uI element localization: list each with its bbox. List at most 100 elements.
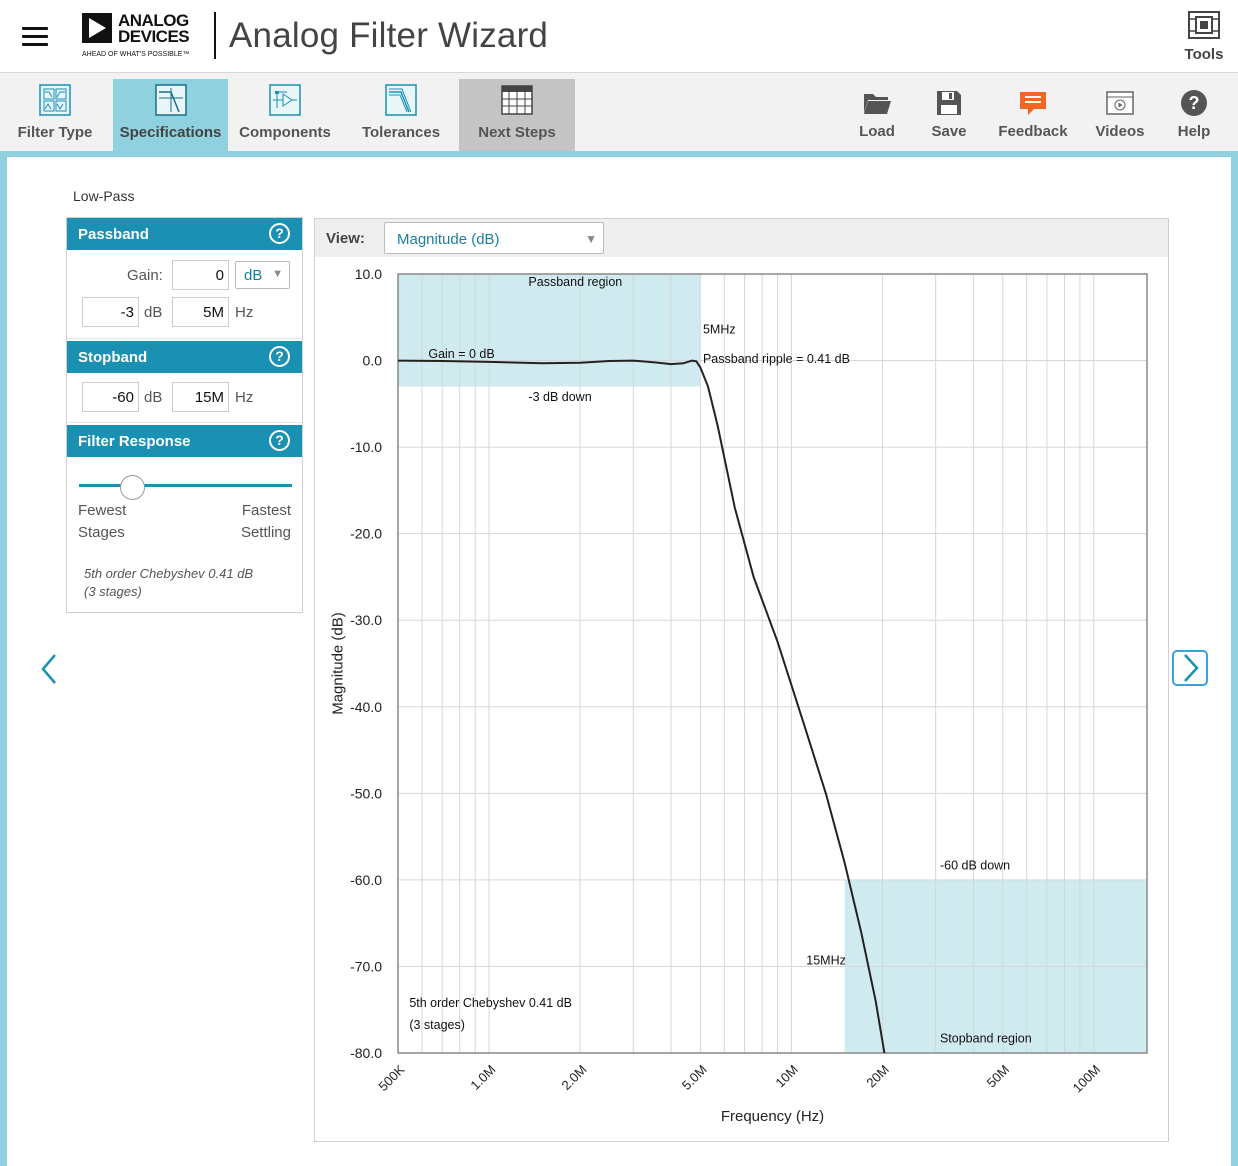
stopband-atten-input[interactable]: -60	[82, 382, 139, 412]
next-page-button[interactable]	[1172, 650, 1208, 686]
tab-label: Tolerances	[361, 124, 441, 141]
specifications-icon	[154, 84, 187, 116]
x-tick-label: 10M	[772, 1062, 800, 1090]
stopband-header: Stopband ?	[67, 341, 302, 373]
gain-input[interactable]: 0	[172, 260, 229, 290]
app-title: Analog Filter Wizard	[229, 16, 549, 55]
filter-response-title: Filter Response	[78, 433, 191, 450]
passband-help-icon[interactable]: ?	[269, 223, 290, 244]
filter-summary-line-1: 5th order Chebyshev 0.41 dB	[84, 566, 254, 581]
tab-next-steps[interactable]: Next Steps	[459, 79, 575, 151]
filter-response-header: Filter Response ?	[67, 425, 302, 457]
y-tick-label: -80.0	[350, 1045, 382, 1061]
floppy-disk-icon	[937, 91, 961, 115]
response-slider-track[interactable]	[79, 484, 292, 487]
y-tick-label: -60.0	[350, 872, 382, 888]
videos-label: Videos	[1095, 123, 1145, 140]
passband-title: Passband	[78, 226, 149, 243]
stopband-atten-unit: dB	[144, 389, 163, 406]
tab-label: Filter Type	[17, 124, 93, 141]
toolbar: Filter Type Specifications Components To…	[0, 73, 1238, 151]
response-slider-thumb[interactable]	[119, 475, 145, 500]
view-select[interactable]: Magnitude (dB) ▼	[384, 222, 604, 254]
load-button[interactable]: Load	[850, 89, 904, 140]
stopband-freq-input[interactable]: 15M	[172, 382, 229, 412]
logo-tagline: AHEAD OF WHAT'S POSSIBLE™	[82, 51, 190, 58]
magnitude-plot: 10.0 0.0 -10.0 -20.0 -30.0 -40.0 -50.0 -60.0 -70…	[329, 266, 1148, 1125]
help-icon: ?	[1181, 90, 1207, 116]
y-tick-label: -30.0	[350, 612, 382, 628]
filter-kind-label: Low-Pass	[73, 188, 135, 204]
y-tick-label: -10.0	[350, 439, 382, 455]
x-tick-label: 500K	[375, 1062, 407, 1094]
passband-freq-unit: Hz	[235, 304, 254, 321]
videos-button[interactable]: Videos	[1090, 89, 1150, 140]
passband-region	[398, 274, 701, 387]
tools-label: Tools	[1184, 46, 1224, 63]
x-tick-label: 5.0M	[679, 1062, 710, 1093]
slider-left-label-1: Fewest	[78, 502, 127, 519]
passband-freq-input[interactable]: 5M	[172, 297, 229, 327]
annotation-60db-down: -60 dB down	[940, 859, 1010, 873]
tools-button[interactable]: Tools	[1180, 10, 1228, 63]
help-button[interactable]: ? Help	[1168, 89, 1220, 140]
gain-unit-value: dB	[244, 267, 263, 284]
filter-response-help-icon[interactable]: ?	[269, 430, 290, 451]
components-icon	[269, 84, 301, 116]
divider	[67, 422, 302, 423]
stopband-freq-unit: Hz	[235, 389, 254, 406]
annotation-5mhz: 5MHz	[703, 323, 736, 337]
gain-label: Gain:	[127, 267, 163, 284]
chart-view-bar: View: Magnitude (dB) ▼	[315, 219, 1168, 257]
stopband-help-icon[interactable]: ?	[269, 346, 290, 367]
y-tick-label: -70.0	[350, 958, 382, 974]
filter-summary-line-2: (3 stages)	[84, 584, 142, 599]
feedback-button[interactable]: Feedback	[994, 89, 1072, 140]
analog-devices-logo: ANALOG DEVICES AHEAD OF WHAT'S POSSIBLE™	[82, 12, 202, 61]
divider	[67, 338, 302, 339]
filter-type-icon	[39, 84, 71, 116]
x-axis-label: Frequency (Hz)	[721, 1108, 824, 1125]
x-tick-label: 50M	[984, 1062, 1012, 1090]
tab-filter-type[interactable]: Filter Type	[0, 79, 110, 151]
passband-atten-input[interactable]: -3	[82, 297, 139, 327]
view-select-value: Magnitude (dB)	[397, 231, 500, 248]
x-tick-label: 100M	[1070, 1062, 1104, 1096]
app-header: ANALOG DEVICES AHEAD OF WHAT'S POSSIBLE™…	[0, 0, 1238, 73]
x-tick-label: 1.0M	[467, 1062, 498, 1093]
y-tick-label: -50.0	[350, 785, 382, 801]
slider-right-label-2: Settling	[240, 524, 291, 541]
annotation-gain: Gain = 0 dB	[428, 347, 494, 361]
chart-panel: View: Magnitude (dB) ▼ 10.0 0.0 -10.0 -20.0…	[314, 218, 1169, 1142]
help-label: Help	[1177, 123, 1211, 140]
chevron-left-icon[interactable]	[38, 652, 60, 686]
save-button[interactable]: Save	[922, 89, 976, 140]
header-divider	[214, 12, 216, 59]
stopband-title: Stopband	[78, 349, 148, 366]
y-tick-label: 0.0	[363, 353, 383, 369]
slider-left-label-2: Stages	[78, 524, 125, 541]
tab-specifications[interactable]: Specifications	[113, 79, 228, 151]
tab-tolerances[interactable]: Tolerances	[344, 79, 458, 151]
magnitude-curve	[397, 359, 886, 1054]
hamburger-menu-icon[interactable]	[22, 27, 48, 47]
svg-text:?: ?	[1189, 93, 1200, 113]
gain-unit-select[interactable]: dB ▼	[235, 261, 290, 289]
tab-label: Components	[239, 124, 331, 141]
annotation-stages: (3 stages)	[409, 1018, 465, 1032]
chevron-down-icon: ▼	[585, 232, 597, 246]
y-tick-label: -40.0	[350, 699, 382, 715]
chevron-right-icon	[1184, 654, 1199, 682]
annotation-3db-down: -3 dB down	[528, 390, 591, 404]
tab-components[interactable]: Components	[229, 79, 341, 151]
passband-header: Passband ?	[67, 218, 302, 250]
x-tick-label: 20M	[863, 1062, 891, 1090]
y-axis-label: Magnitude (dB)	[329, 612, 346, 715]
video-icon	[1106, 91, 1134, 115]
chevron-down-icon: ▼	[272, 268, 283, 280]
feedback-label: Feedback	[998, 123, 1068, 140]
slider-right-label-1: Fastest	[241, 502, 291, 519]
y-tick-label: 10.0	[355, 266, 382, 282]
next-steps-icon	[501, 85, 533, 115]
annotation-15mhz: 15MHz	[806, 954, 846, 968]
